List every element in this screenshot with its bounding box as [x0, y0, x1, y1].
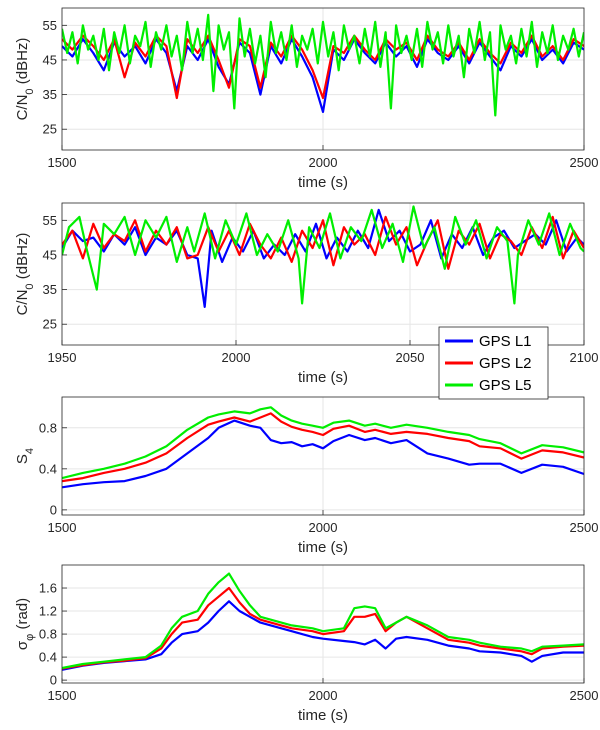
series-group [62, 205, 584, 308]
y-tick-label: 0.4 [39, 650, 57, 665]
x-tick-label: 2000 [309, 688, 338, 703]
y-tick-label: 55 [43, 213, 57, 228]
x-tick-label: 2000 [309, 520, 338, 535]
x-axis-label: time (s) [298, 707, 348, 724]
series-line-gps-l1 [62, 419, 584, 489]
y-tick-label: 25 [43, 122, 57, 137]
x-tick-label: 1500 [48, 688, 77, 703]
y-axis-label: C/N0 (dBHz) [14, 233, 36, 316]
y-tick-label: 0.8 [39, 627, 57, 642]
y-tick-label: 35 [43, 282, 57, 297]
legend-label: GPS L5 [479, 377, 532, 394]
x-tick-label: 2100 [570, 350, 599, 365]
y-tick-label: 0 [50, 502, 57, 517]
x-axis-label: time (s) [298, 369, 348, 386]
y-tick-label: 1.6 [39, 581, 57, 596]
panel-3: 1500 2000 2500 0 0.4 0.8 time (s) S4 [14, 396, 599, 556]
y-tick-label: 25 [43, 317, 57, 332]
x-tick-label: 2500 [570, 520, 599, 535]
series-group [62, 406, 584, 489]
series-line-gps-l1 [62, 600, 584, 671]
x-tick-label: 1500 [48, 520, 77, 535]
series-group [62, 13, 584, 117]
series-line-gps-l5 [62, 205, 584, 305]
y-tick-label: 35 [43, 87, 57, 102]
x-tick-label: 2000 [222, 350, 251, 365]
series-line-gps-l5 [62, 13, 584, 117]
y-tick-label: 0.8 [39, 420, 57, 435]
x-tick-label: 1950 [48, 350, 77, 365]
legend-label: GPS L1 [479, 333, 532, 350]
x-tick-label: 2500 [570, 688, 599, 703]
x-tick-label: 1500 [48, 155, 77, 170]
series-line-gps-l2 [62, 586, 584, 670]
x-tick-label: 2000 [309, 155, 338, 170]
y-tick-label: 0 [50, 673, 57, 688]
x-tick-label: 2500 [570, 155, 599, 170]
y-tick-label: 1.2 [39, 604, 57, 619]
y-axis-label: S4 [14, 448, 36, 464]
y-axis-label: σφ (rad) [14, 598, 36, 650]
series-line-gps-l2 [62, 215, 584, 270]
x-axis-label: time (s) [298, 174, 348, 191]
y-tick-label: 45 [43, 52, 57, 67]
y-axis-label: C/N0 (dBHz) [14, 38, 36, 121]
series-group [62, 572, 584, 671]
legend-label: GPS L2 [479, 355, 532, 372]
y-tick-label: 0.4 [39, 461, 57, 476]
y-tick-label: 55 [43, 18, 57, 33]
panel-1: 1500 2000 2500 25 35 45 55 time (s) C/N0 (dBHz) [14, 7, 599, 191]
series-line-gps-l2 [62, 412, 584, 483]
series-line-gps-l5 [62, 572, 584, 670]
y-tick-label: 45 [43, 247, 57, 262]
panel-4: 1500 2000 2500 0 0.4 0.8 1.2 1.6 time (s) σφ (rad… [14, 564, 599, 724]
series-line-gps-l5 [62, 406, 584, 480]
legend: GPS L1 GPS L2 GPS L5 [438, 326, 549, 400]
axes-box [61, 202, 585, 346]
x-tick-label: 2050 [396, 350, 425, 365]
x-axis-label: time (s) [298, 539, 348, 556]
panel-2: 1950 2000 2050 2100 25 35 45 55 time (s) C/N0 (dB… [14, 202, 599, 386]
